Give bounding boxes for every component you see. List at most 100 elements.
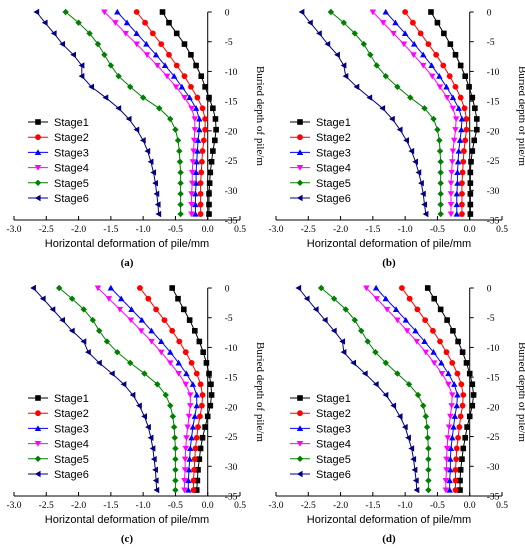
x-tick-label: -3.0 — [6, 501, 21, 511]
legend-marker — [297, 119, 303, 125]
data-point — [423, 423, 431, 431]
data-point — [200, 137, 207, 144]
data-point — [459, 211, 465, 217]
data-point — [312, 306, 319, 313]
data-point — [114, 8, 121, 15]
data-point — [80, 338, 87, 345]
data-point — [457, 487, 463, 493]
data-point — [122, 30, 129, 37]
data-point — [442, 477, 450, 484]
data-point — [167, 360, 174, 367]
data-point — [467, 169, 474, 176]
data-point — [198, 169, 205, 176]
data-point — [449, 159, 456, 165]
data-point — [361, 370, 368, 377]
data-point — [172, 126, 179, 133]
series-stage1 — [424, 285, 477, 493]
data-point — [192, 169, 200, 176]
y-tick-label: -30 — [225, 463, 238, 473]
y-tick-label: -10 — [487, 68, 500, 78]
series-stage4 — [101, 9, 198, 218]
data-point — [422, 317, 429, 323]
series-stage1 — [428, 9, 480, 217]
data-point — [154, 201, 161, 208]
y-tick-label: -35 — [487, 217, 500, 227]
x-tick-label: 0.5 — [496, 225, 508, 235]
data-point — [206, 191, 212, 197]
data-point — [451, 381, 458, 387]
data-point — [422, 349, 430, 356]
data-point — [133, 126, 140, 133]
data-point — [459, 180, 465, 187]
legend-label: Stage6 — [54, 193, 89, 205]
legend-label: Stage2 — [316, 132, 351, 144]
data-point — [86, 30, 93, 37]
data-point — [145, 295, 152, 302]
data-point — [453, 445, 460, 452]
panel-2: -3.0 -2.5 -2.0 -1.5 -1.0 -0.5 0.0 0.5 0 -5 -10 -15 -… — [6, 285, 266, 546]
data-point — [437, 306, 444, 313]
data-point — [436, 147, 444, 155]
data-point — [145, 423, 151, 431]
x-axis-label: Horizontal deformation of pile/mm — [45, 514, 209, 526]
data-point — [318, 284, 325, 292]
data-point — [413, 486, 420, 494]
data-point — [457, 467, 464, 473]
data-point — [445, 381, 452, 388]
data-point — [186, 455, 193, 462]
data-point — [70, 51, 76, 58]
data-point — [420, 190, 426, 198]
legend-marker — [297, 134, 303, 141]
data-point — [125, 115, 132, 123]
data-point — [200, 349, 206, 355]
data-point — [458, 126, 465, 133]
data-point — [159, 9, 166, 15]
y-tick-label: -30 — [487, 463, 500, 473]
data-point — [462, 137, 469, 144]
data-point — [459, 456, 465, 462]
x-tick-label: -2.0 — [333, 501, 348, 511]
data-point — [360, 40, 368, 48]
x-tick-label: 0.0 — [464, 225, 476, 235]
data-point — [340, 348, 347, 356]
data-point — [403, 137, 409, 144]
data-point — [127, 317, 135, 324]
y-tick-label: -20 — [225, 127, 238, 137]
data-point — [196, 338, 203, 345]
data-point — [152, 466, 158, 474]
data-point — [177, 169, 184, 176]
series-stage2 — [137, 285, 206, 493]
data-point — [441, 30, 447, 37]
data-point — [173, 62, 180, 69]
data-point — [212, 116, 219, 122]
data-point — [452, 116, 460, 123]
y-tick-label: -25 — [487, 433, 500, 443]
data-point — [425, 466, 432, 474]
data-point — [107, 284, 115, 291]
data-point — [455, 105, 462, 111]
series-stage3 — [107, 284, 200, 493]
data-point — [447, 41, 454, 47]
series-line-stage4 — [366, 287, 453, 491]
y-axis-label: Buried depth of pile/m — [254, 66, 266, 166]
data-point — [186, 94, 193, 101]
data-point — [133, 41, 140, 48]
data-point — [460, 392, 467, 398]
data-point — [462, 434, 468, 441]
data-point — [466, 413, 473, 420]
data-point — [295, 284, 302, 292]
data-point — [424, 434, 431, 441]
data-point — [169, 285, 175, 291]
data-point — [399, 285, 405, 291]
data-point — [75, 19, 82, 26]
data-point — [460, 445, 467, 452]
x-tick-label: -1.0 — [136, 501, 151, 511]
data-point — [49, 306, 56, 313]
data-point — [340, 62, 347, 69]
data-point — [469, 94, 476, 101]
data-point — [78, 72, 85, 80]
x-tick-label: -2.0 — [333, 225, 348, 235]
data-point — [176, 147, 183, 155]
legend-marker — [297, 410, 303, 417]
data-point — [197, 190, 204, 197]
